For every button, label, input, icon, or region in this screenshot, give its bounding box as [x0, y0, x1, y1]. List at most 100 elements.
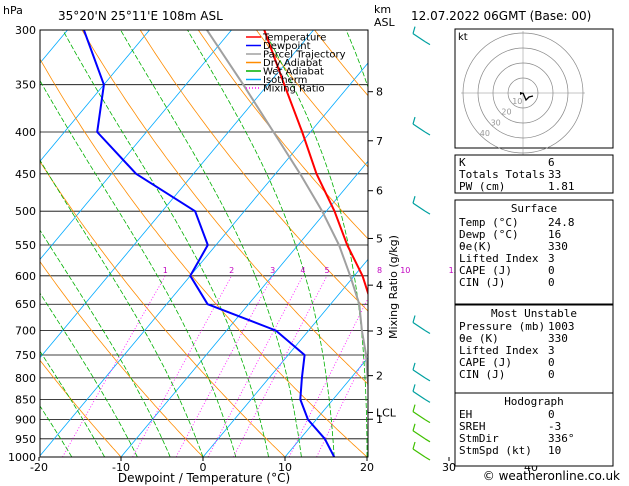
legend-label: Mixing Ratio [263, 84, 325, 95]
wind-barb-tail [424, 456, 431, 461]
mixing-ratio-axis-title: Mixing Ratio (g/kg) [387, 235, 400, 339]
hodograph-ring-label: 30 [491, 118, 501, 127]
wet-adiabat-line [40, 405, 73, 457]
hodograph-ring-label: 20 [501, 108, 511, 117]
table-row-value: 33 [548, 168, 561, 181]
table-row-value: 0 [548, 276, 555, 289]
wind-barb-tail [424, 41, 431, 46]
legend-label: Dry Adiabat [263, 58, 322, 69]
wet-adiabat-line [40, 159, 204, 457]
table-row-value: 0 [548, 264, 555, 277]
wet-adiabat-line [187, 30, 335, 457]
mixing-ratio-line [175, 275, 274, 457]
skewt-profiles [82, 30, 368, 457]
table-row-value: 330 [548, 332, 568, 345]
isotherm-line [40, 30, 150, 162]
pressure-tick-label: 600 [15, 270, 36, 283]
pressure-tick-label: 850 [15, 393, 36, 406]
footer-credit: © weatheronline.co.uk [483, 469, 620, 483]
hodograph-trace [522, 92, 534, 102]
wind-barbs [412, 26, 431, 461]
table-row-label: StmSpd (kt) [459, 444, 532, 457]
wind-barb [412, 411, 426, 421]
mixing-ratio-line [233, 275, 328, 457]
isotherm-line [120, 160, 368, 457]
table-row-label: Lifted Index [459, 344, 539, 357]
table-row-label: CAPE (J) [459, 356, 512, 369]
table-row-value: 336° [548, 432, 575, 445]
table-row-label: θe (K) [459, 332, 499, 345]
legend-label: Isotherm [263, 75, 307, 86]
table-row-label: CAPE (J) [459, 264, 512, 277]
table-row-label: PW (cm) [459, 180, 505, 193]
wind-barb-flag [412, 26, 416, 34]
dry-adiabat-line [40, 160, 286, 457]
dewpoint-profile [82, 30, 336, 457]
wind-barb-flag [412, 315, 416, 323]
wet-adiabat-line [40, 350, 105, 457]
wind-barb-flag [412, 384, 416, 392]
table-row-value: 1.81 [548, 180, 575, 193]
table-row-label: EH [459, 408, 472, 421]
temperature-profile [263, 30, 368, 297]
pressure-axis: 300 350 400 450 500 550 600 650 700 750 800 850 900 9… [8, 24, 36, 464]
hodograph-frame [454, 28, 614, 149]
table-row-value: 3 [548, 252, 555, 265]
km-label: km [374, 3, 391, 16]
height-tick-label: 6 [376, 185, 383, 198]
parcel-trajectory [206, 30, 368, 418]
pressure-tick-label: 350 [15, 79, 36, 92]
mixing-ratio-label: 5 [324, 266, 329, 275]
mixing-ratio-line [288, 297, 368, 457]
pressure-tick-label: 650 [15, 298, 36, 311]
legend-label: Parcel Trajectory [263, 50, 346, 61]
temperature-tick-label: 10 [278, 461, 292, 474]
plot-frame [39, 29, 369, 458]
legend-label: Dewpoint [263, 41, 311, 52]
hodograph-ring-label: 40 [480, 129, 490, 138]
wind-barb [412, 123, 426, 133]
mixing-ratio-label: 10 [400, 266, 410, 275]
wind-barb [412, 33, 426, 43]
height-tick-label: 1 [376, 413, 383, 426]
wind-barb [412, 202, 426, 212]
mixing-ratio-label: 2 [229, 266, 234, 275]
wind-barb-tail [424, 377, 431, 382]
table-box [454, 199, 614, 305]
table-row-value: 3 [548, 344, 555, 357]
table-box [454, 392, 614, 467]
mixing-ratio-label: 1 [163, 266, 168, 275]
isotherm-line [284, 356, 368, 457]
most-unstable-title: Most Unstable [491, 307, 577, 320]
table-row-label: Lifted Index [459, 252, 539, 265]
wind-barb [412, 322, 426, 332]
pressure-tick-label: 450 [15, 168, 36, 181]
height-tick-label: 8 [376, 86, 383, 99]
wind-barb-tail [424, 419, 431, 424]
wet-adiabat-line [427, 30, 447, 457]
hodograph-ring-label: 10 [512, 97, 522, 106]
wind-barb [412, 390, 426, 400]
wind-barb-tail [424, 398, 431, 403]
mixing-ratio-line [62, 275, 166, 457]
wind-barb [412, 448, 426, 458]
height-tick-label: LCL [376, 406, 397, 419]
table-row-value: 24.8 [548, 216, 575, 229]
mixing-ratio-label: 4 [300, 266, 305, 275]
legend-label: Wet Adiabat [263, 67, 324, 78]
hodograph-unit: kt [458, 32, 468, 43]
table-row-value: 10 [548, 444, 561, 457]
mixing-ratio-label: 3 [270, 266, 275, 275]
dry-adiabat-line [255, 30, 368, 168]
wind-barb-tail [424, 438, 431, 443]
surface-title: Surface [511, 202, 557, 215]
table-box [454, 304, 614, 395]
wind-barb-tail [424, 131, 431, 136]
height-tick-label: 7 [376, 135, 383, 148]
pressure-tick-label: 500 [15, 205, 36, 218]
isotherm-line [613, 30, 629, 457]
wet-adiabat-line [120, 30, 302, 457]
